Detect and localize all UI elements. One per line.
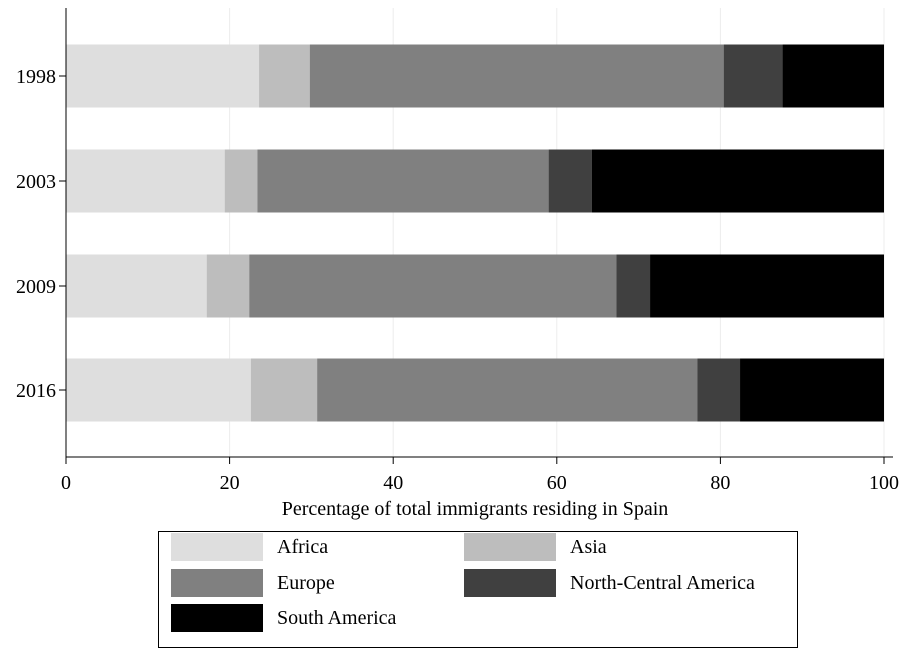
bar-segment-south-america-2003 [591,149,884,213]
legend-label: North-Central America [570,571,755,594]
bar-segment-north-central-america-2003 [548,149,592,213]
bar-segment-asia-2016 [250,358,318,422]
legend-swatch [464,533,556,561]
chart-plot: 0 20 40 60 80 100 1998 2003 2009 2016 Percentage… [16,8,899,520]
legend-label: Europe [277,571,335,594]
legend-label: Asia [570,535,607,558]
x-axis-title: Percentage of total immigrants residing … [282,498,669,520]
y-tick-label: 2016 [16,380,56,402]
y-tick-label: 2009 [16,276,56,298]
bar-segment-south-america-2009 [650,254,884,318]
bar-segment-africa-2003 [66,149,225,213]
y-tick-label: 2003 [16,171,56,193]
bar-segment-africa-1998 [66,44,260,108]
x-tick-label: 20 [220,472,240,494]
legend-item: North-Central America [464,569,755,597]
legend-swatch [464,569,556,597]
axes [65,8,893,458]
bar-segment-north-central-america-2009 [616,254,651,318]
x-tick-label: 0 [61,472,71,494]
legend-label: Africa [277,535,329,558]
legend-swatch [171,604,263,632]
bars [66,44,884,422]
y-tick-label: 1998 [16,66,56,88]
bar-segment-asia-1998 [259,44,310,108]
x-tick-label: 40 [383,472,403,494]
x-tick-label: 60 [547,472,567,494]
legend-swatch [171,569,263,597]
legend-item: Europe [171,569,335,597]
bar-segment-asia-2003 [224,149,258,213]
legend: Africa Asia Europe North-Central America Sou… [158,531,798,648]
x-tick-label: 80 [710,472,730,494]
bar-segment-europe-2016 [317,358,698,422]
bar-segment-north-central-america-1998 [723,44,783,108]
legend-label: South America [277,606,397,629]
legend-item: Africa [171,533,328,561]
bar-segment-europe-1998 [309,44,724,108]
legend-item: Asia [464,533,607,561]
legend-swatch [171,533,263,561]
x-tick-label: 100 [869,472,899,494]
bar-segment-europe-2009 [249,254,617,318]
x-ticks: 0 20 40 60 80 100 [61,457,899,494]
bar-segment-south-america-1998 [782,44,884,108]
bar-segment-north-central-america-2016 [697,358,741,422]
bar-segment-africa-2009 [66,254,207,318]
bar-segment-europe-2003 [257,149,549,213]
y-ticks: 1998 2003 2009 2016 [16,66,66,402]
bar-segment-africa-2016 [66,358,251,422]
bar-segment-asia-2009 [206,254,250,318]
bar-segment-south-america-2016 [740,358,884,422]
legend-item: South America [171,604,396,632]
